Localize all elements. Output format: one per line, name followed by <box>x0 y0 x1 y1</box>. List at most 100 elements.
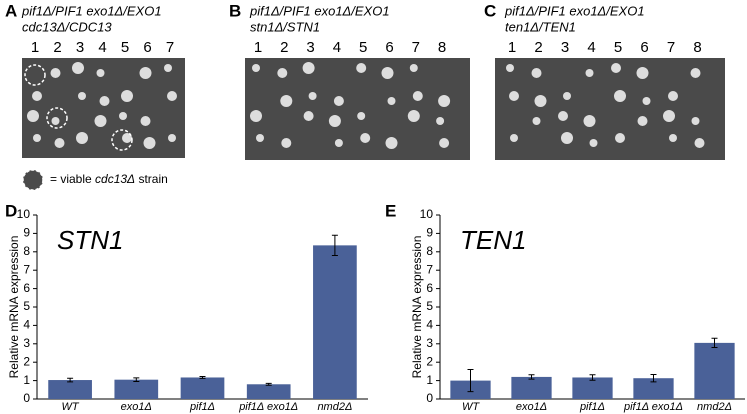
column-number: 1 <box>508 39 516 56</box>
panel-letter: B <box>229 1 241 20</box>
genotype: stn1Δ/STN1 <box>250 19 320 34</box>
y-tick-label: 5 <box>426 299 433 313</box>
panel-letter: D <box>5 201 17 220</box>
colony <box>122 133 132 143</box>
colony <box>412 91 423 101</box>
colony <box>611 63 621 73</box>
y-tick-label: 4 <box>426 318 433 332</box>
error-bar <box>589 374 596 381</box>
colony <box>96 69 105 77</box>
panel-letter: C <box>484 1 496 20</box>
colony <box>642 97 651 105</box>
colony <box>585 69 594 77</box>
genotype: cdc13Δ/CDC13 <box>22 19 112 34</box>
x-tick-label: exo1Δ <box>516 401 547 413</box>
y-tick-label: 8 <box>23 244 30 258</box>
viable-marker <box>111 129 133 151</box>
colony <box>280 95 293 107</box>
colony <box>690 68 701 78</box>
colony <box>583 115 596 127</box>
colony <box>328 115 341 127</box>
colony <box>509 91 519 101</box>
y-axis-label: Relative mRNA expression <box>7 236 21 379</box>
x-tick-label: WT <box>462 401 480 413</box>
colony <box>385 137 398 149</box>
x-tick-label: exo1Δ <box>121 401 152 413</box>
panel-letter: E <box>385 201 396 220</box>
error-bar <box>650 374 657 383</box>
error-bar <box>67 377 74 383</box>
column-number: 3 <box>76 39 84 56</box>
column-number: 2 <box>534 39 542 56</box>
colony <box>99 96 110 106</box>
colony <box>164 64 172 72</box>
key-symbol <box>22 169 44 191</box>
colony <box>94 115 107 127</box>
colony <box>381 67 394 79</box>
y-tick-label: 2 <box>426 354 433 368</box>
colony <box>387 97 396 105</box>
colony <box>694 138 705 148</box>
error-bar <box>528 374 535 380</box>
column-number: 5 <box>614 39 622 56</box>
colony <box>277 68 288 78</box>
colony <box>438 95 451 107</box>
colony <box>121 90 133 102</box>
y-tick-label: 9 <box>426 226 433 240</box>
colony <box>78 92 86 100</box>
colony <box>32 91 42 101</box>
bar <box>180 377 225 399</box>
x-tick-label: nmd2Δ <box>697 401 732 413</box>
column-number: 6 <box>640 39 648 56</box>
column-number: 2 <box>53 39 61 56</box>
y-tick-label: 10 <box>420 207 434 221</box>
bar <box>694 342 735 399</box>
colony <box>50 68 61 78</box>
y-tick-label: 0 <box>23 391 30 405</box>
column-number: 4 <box>333 39 341 56</box>
y-tick-label: 10 <box>17 207 31 221</box>
y-tick-label: 1 <box>426 373 433 387</box>
colony <box>532 117 541 125</box>
error-bar <box>711 337 718 348</box>
column-number: 8 <box>693 39 701 56</box>
colony <box>669 134 677 142</box>
column-number: 3 <box>306 39 314 56</box>
bar <box>572 377 613 399</box>
column-number: 7 <box>166 39 174 56</box>
genotype: pif1Δ/PIF1 exo1Δ/EXO1 <box>21 3 162 18</box>
column-number: 8 <box>438 39 446 56</box>
colony <box>506 64 514 72</box>
panel-letter: A <box>5 1 17 20</box>
bar <box>511 376 552 399</box>
column-number: 6 <box>385 39 393 56</box>
column-number: 4 <box>98 39 106 56</box>
chart-title: STN1 <box>57 225 123 255</box>
bar <box>48 380 92 399</box>
colony <box>637 116 648 126</box>
colony <box>409 64 418 72</box>
error-bar <box>133 377 140 383</box>
colony <box>561 132 573 144</box>
x-tick-label: pif1Δ exo1Δ <box>238 401 298 413</box>
genotype: pif1Δ/PIF1 exo1Δ/EXO1 <box>504 3 645 18</box>
colony <box>534 95 547 107</box>
colony <box>139 67 152 79</box>
viable-marker <box>24 64 46 86</box>
colony <box>281 138 292 148</box>
colony <box>143 137 156 149</box>
colony <box>256 134 264 142</box>
x-tick-label: pif1Δ <box>579 401 605 413</box>
colony <box>333 96 344 106</box>
colony <box>27 110 39 122</box>
y-tick-label: 9 <box>23 226 30 240</box>
key-part: cdc13Δ <box>95 172 135 186</box>
colony <box>589 139 598 147</box>
column-number: 7 <box>412 39 420 56</box>
colony <box>168 134 176 142</box>
colony <box>691 117 700 125</box>
colony <box>563 92 571 100</box>
bar <box>246 384 291 399</box>
colony <box>167 91 177 101</box>
